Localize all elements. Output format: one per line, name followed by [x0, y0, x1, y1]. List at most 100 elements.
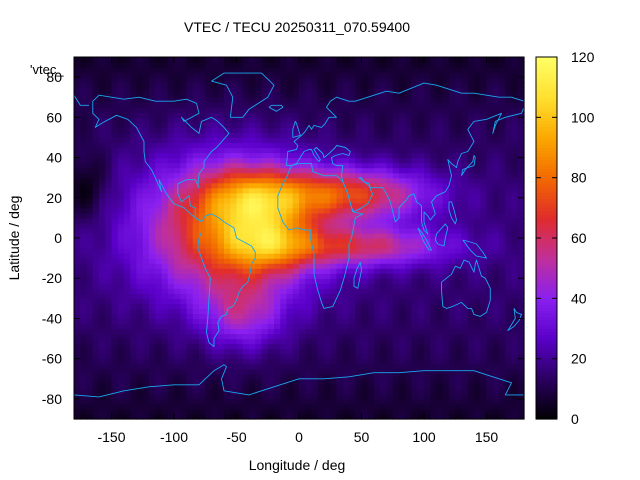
heatmap-cell [167, 232, 175, 239]
heatmap-cell [74, 187, 81, 194]
heatmap-cell [467, 298, 475, 304]
heatmap-cell [386, 288, 394, 294]
heatmap-cell [330, 197, 338, 204]
heatmap-cell [86, 232, 94, 239]
heatmap-cell [142, 368, 150, 375]
heatmap-cell [305, 222, 313, 229]
heatmap-cell [380, 102, 388, 108]
heatmap-cell [130, 408, 138, 415]
heatmap-cell [167, 238, 175, 244]
heatmap-cell [80, 187, 88, 194]
heatmap-cell [467, 283, 475, 289]
heatmap-cell [399, 202, 406, 209]
heatmap-cell [117, 408, 125, 415]
heatmap-cell [367, 403, 375, 410]
heatmap-cell [86, 217, 94, 224]
heatmap-cell [505, 147, 513, 154]
heatmap-cell [317, 263, 325, 269]
heatmap-cell [336, 212, 344, 219]
heatmap-cell [286, 97, 294, 103]
heatmap-cell [330, 268, 338, 274]
heatmap-cell [361, 408, 369, 415]
heatmap-cell [311, 273, 319, 279]
heatmap-cell [217, 353, 225, 360]
heatmap-cell [105, 348, 113, 355]
heatmap-cell [274, 157, 281, 164]
heatmap-cell [411, 263, 419, 269]
heatmap-cell [442, 338, 450, 345]
heatmap-cell [242, 67, 250, 73]
heatmap-cell [255, 273, 263, 279]
heatmap-cell [486, 82, 494, 88]
heatmap-cell [305, 197, 313, 204]
heatmap-cell [299, 358, 306, 365]
heatmap-cell [380, 167, 388, 174]
heatmap-cell [242, 343, 250, 350]
heatmap-cell [267, 142, 275, 149]
heatmap-cell [461, 202, 469, 209]
heatmap-cell [361, 358, 369, 365]
heatmap-cell [517, 202, 525, 209]
heatmap-cell [411, 97, 419, 103]
heatmap-cell [105, 222, 113, 229]
heatmap-cell [224, 278, 231, 284]
heatmap-cell [474, 408, 481, 415]
heatmap-cell [174, 303, 181, 309]
heatmap-cell [230, 232, 238, 239]
heatmap-cell [292, 202, 300, 209]
heatmap-cell [199, 67, 206, 73]
heatmap-cell [374, 187, 381, 194]
heatmap-cell [211, 253, 219, 259]
heatmap-cell [449, 217, 456, 224]
heatmap-cell [180, 363, 188, 370]
heatmap-cell [342, 122, 350, 128]
heatmap-cell [86, 137, 94, 144]
heatmap-cell [305, 167, 313, 174]
heatmap-cell [374, 182, 381, 189]
heatmap-cell [149, 408, 156, 415]
heatmap-cell [430, 107, 438, 113]
heatmap-cell [167, 308, 175, 315]
heatmap-cell [192, 197, 200, 204]
heatmap-cell [417, 117, 425, 123]
heatmap-cell [436, 147, 444, 154]
heatmap-cell [174, 172, 181, 179]
heatmap-cell [449, 82, 456, 88]
heatmap-cell [467, 363, 475, 370]
heatmap-cell [130, 403, 138, 410]
heatmap-cell [299, 117, 306, 123]
heatmap-cell [236, 283, 244, 289]
heatmap-cell [467, 378, 475, 385]
heatmap-cell [217, 162, 225, 169]
heatmap-cell [80, 378, 88, 385]
heatmap-cell [117, 72, 125, 78]
heatmap-cell [211, 217, 219, 224]
heatmap-cell [430, 117, 438, 123]
heatmap-cell [261, 217, 269, 224]
heatmap-cell [236, 353, 244, 360]
heatmap-cell [461, 92, 469, 98]
heatmap-cell [292, 217, 300, 224]
heatmap-cell [517, 222, 525, 229]
heatmap-cell [424, 288, 431, 294]
heatmap-cell [324, 293, 331, 299]
heatmap-cell [280, 167, 288, 174]
heatmap-cell [517, 283, 525, 289]
heatmap-cell [255, 232, 263, 239]
heatmap-cell [386, 273, 394, 279]
heatmap-cell [99, 137, 106, 144]
heatmap-cell [499, 82, 506, 88]
heatmap-cell [430, 217, 438, 224]
heatmap-cell [436, 378, 444, 385]
heatmap-cell [436, 132, 444, 139]
heatmap-cell [436, 398, 444, 405]
heatmap-cell [230, 383, 238, 390]
heatmap-cell [99, 207, 106, 214]
heatmap-cell [299, 202, 306, 209]
heatmap-cell [230, 333, 238, 340]
heatmap-cell [417, 122, 425, 128]
heatmap-cell [211, 207, 219, 214]
heatmap-cell [99, 217, 106, 224]
heatmap-cell [136, 192, 144, 199]
heatmap-cell [130, 328, 138, 335]
